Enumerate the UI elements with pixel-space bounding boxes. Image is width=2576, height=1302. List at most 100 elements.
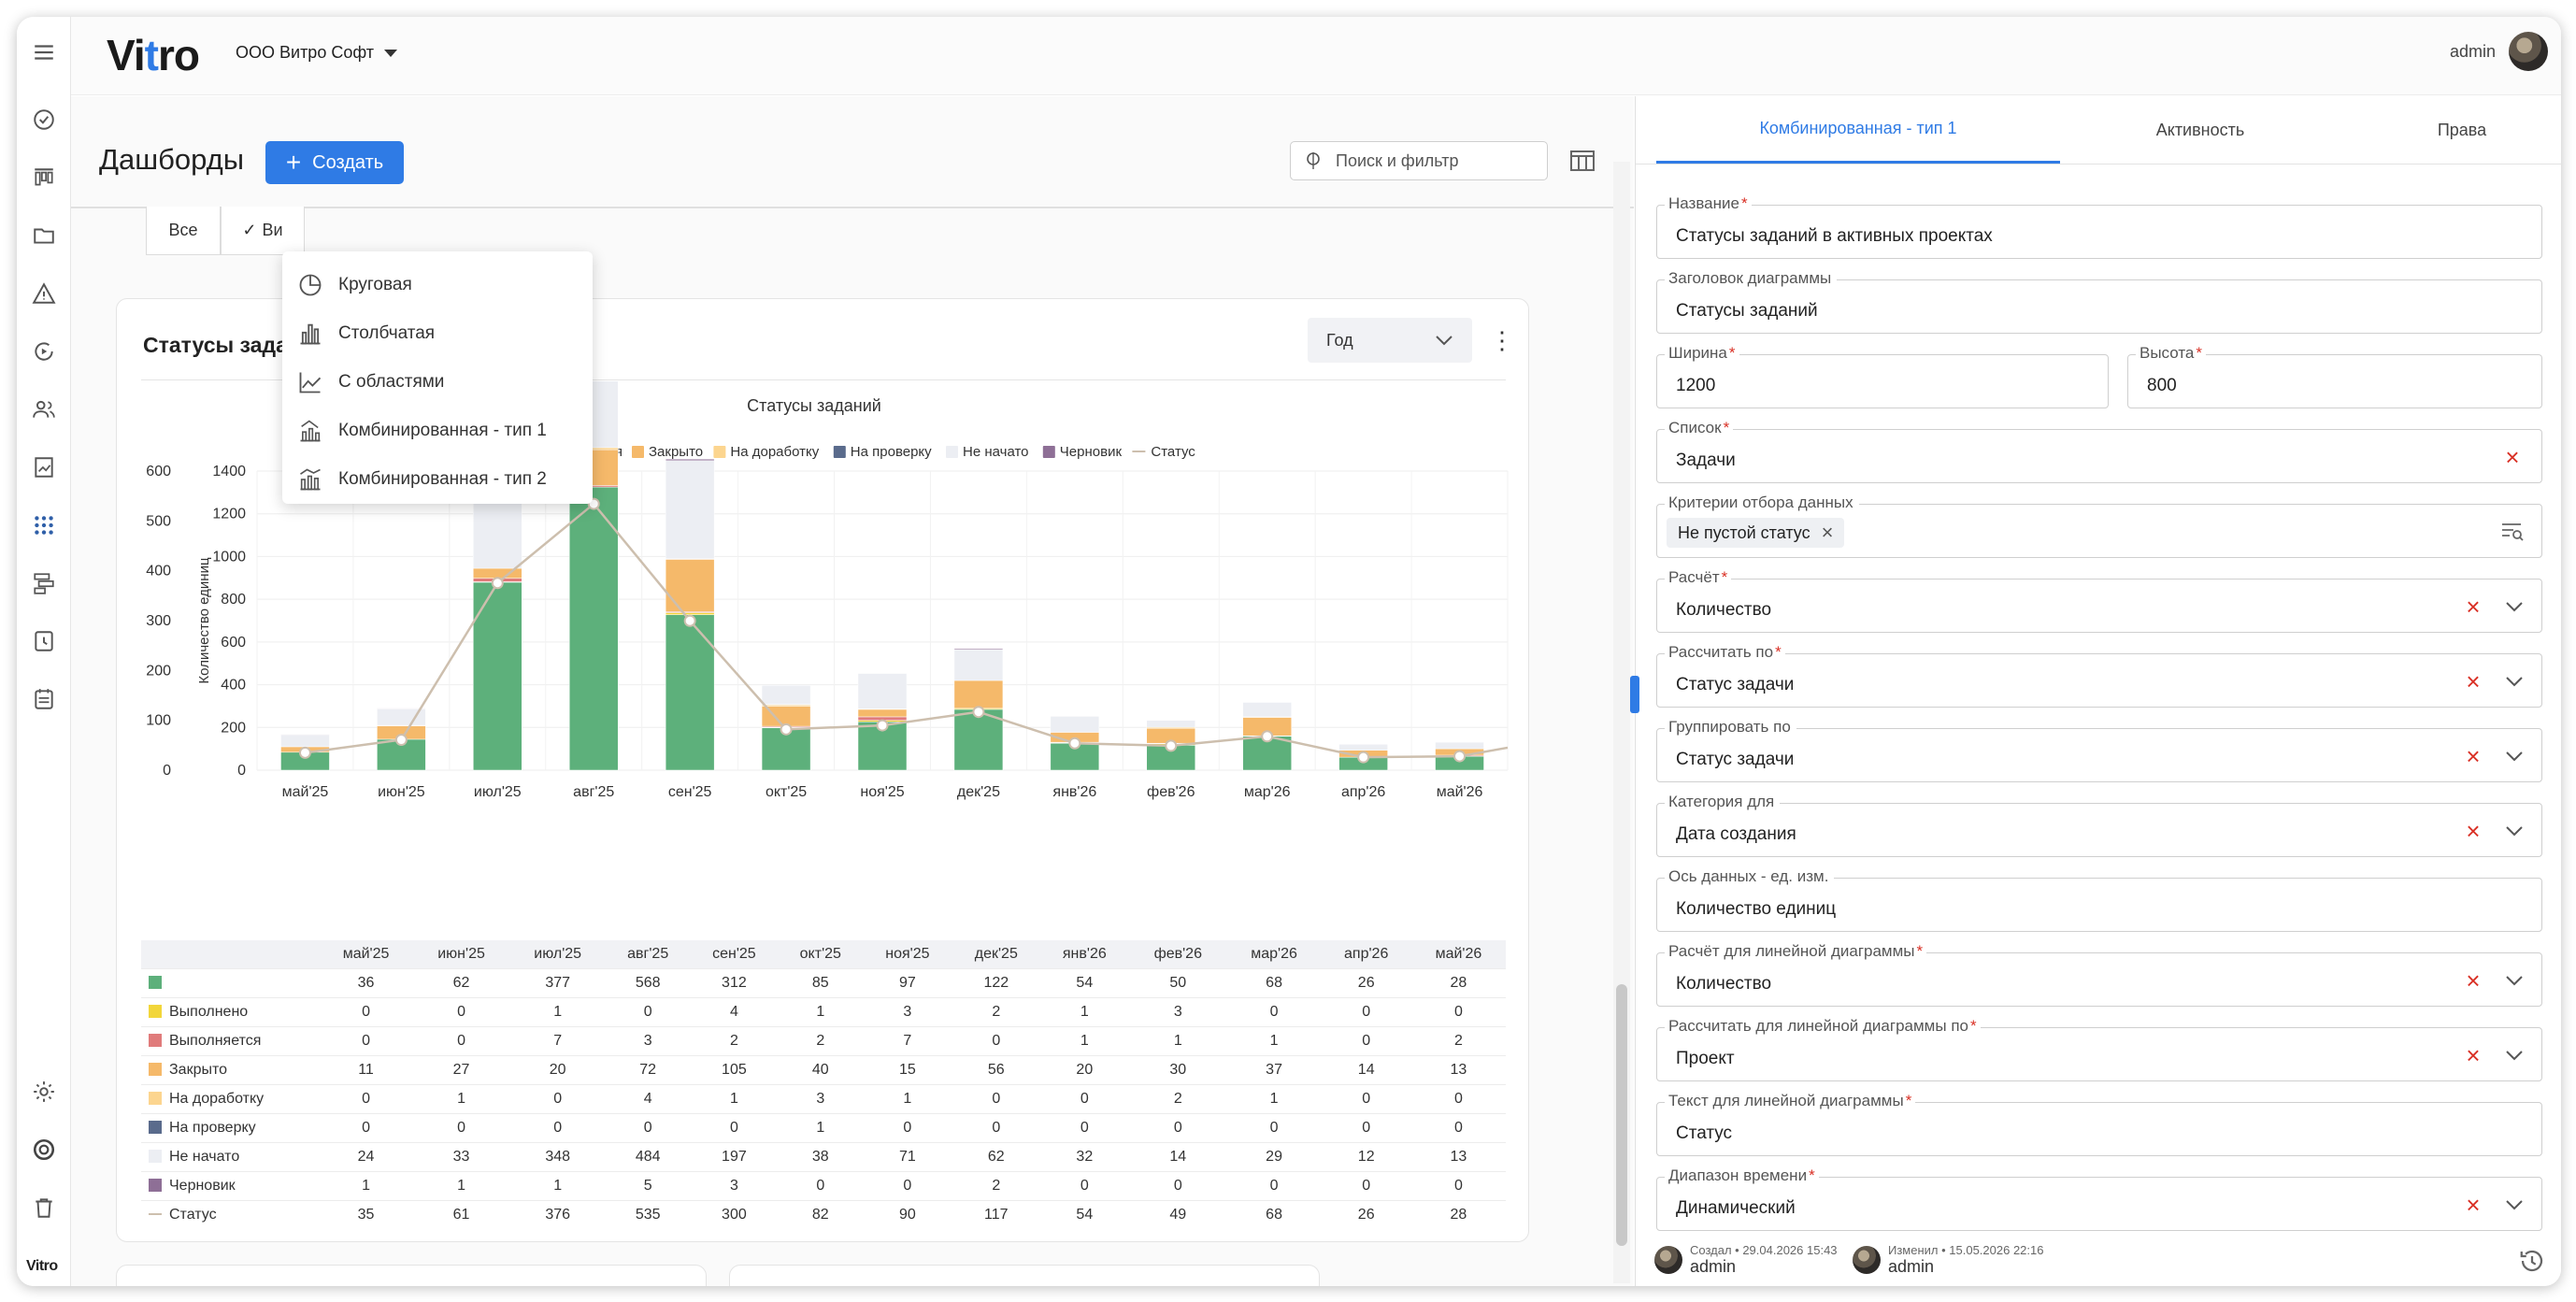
- menu-item-pie[interactable]: Круговая: [282, 261, 593, 309]
- users-icon[interactable]: [29, 394, 59, 424]
- warning-icon[interactable]: [29, 279, 59, 308]
- settings-icon[interactable]: [29, 1077, 59, 1107]
- chevron-down-icon[interactable]: [2504, 671, 2525, 692]
- chevron-down-icon[interactable]: [2504, 1195, 2525, 1215]
- time-range-field[interactable]: Диапазон времени * Динамический ×: [1656, 1166, 2542, 1231]
- trash-icon[interactable]: [29, 1193, 59, 1223]
- filter-list-icon[interactable]: [2500, 520, 2525, 542]
- support-icon[interactable]: [29, 1135, 59, 1165]
- clear-icon[interactable]: ×: [2466, 742, 2481, 770]
- table-row-label: Выполнено: [141, 996, 319, 1026]
- tab-selected[interactable]: ✓ Ви: [221, 207, 305, 255]
- table-row: Выполняется 0 0 7 3 2 2 7 0 1 1 1 0 2: [141, 1025, 1506, 1055]
- chip-close-icon[interactable]: ×: [1821, 521, 1834, 544]
- table-cell: 0: [509, 1112, 607, 1142]
- workflow-icon[interactable]: [29, 568, 59, 598]
- clear-icon[interactable]: ×: [2466, 1041, 2481, 1069]
- chevron-down-icon[interactable]: [2504, 821, 2525, 841]
- tab-combo-type-1[interactable]: Комбинированная - тип 1: [1656, 96, 2060, 164]
- field-label: Категория для: [1665, 793, 1781, 811]
- group-by-field[interactable]: Группировать по Статус задачи ×: [1656, 718, 2542, 782]
- calculation-field[interactable]: Расчёт * Количество ×: [1656, 568, 2542, 633]
- line-point: [1453, 750, 1467, 763]
- calendar-list-icon[interactable]: [29, 684, 59, 714]
- line-text-field[interactable]: Текст для линейной диаграммы * Статус: [1656, 1092, 2542, 1156]
- scroll-thumb[interactable]: [1616, 984, 1627, 1246]
- filter-criteria-field[interactable]: Критерии отбора данных Не пустой статус …: [1656, 494, 2542, 558]
- series-name: На проверку: [169, 1119, 256, 1136]
- report-icon[interactable]: [29, 452, 59, 482]
- menu-item-combo-1[interactable]: Комбинированная - тип 1: [282, 407, 593, 455]
- menu-item-combo-2[interactable]: Комбинированная - тип 2: [282, 455, 593, 504]
- field-value: Статус: [1676, 1123, 1733, 1143]
- table-cell: 0: [690, 1112, 779, 1142]
- side-brand: Vitro: [26, 1258, 58, 1274]
- chevron-down-icon[interactable]: [2504, 970, 2525, 991]
- menu-item-area[interactable]: С областями: [282, 358, 593, 407]
- x-tick-label: фев'26: [1147, 784, 1195, 800]
- width-field[interactable]: Ширина * 1200: [1656, 344, 2109, 408]
- table-cell: 117: [952, 1199, 1040, 1229]
- bar-chart-icon: [300, 323, 321, 345]
- field-label: Название *: [1665, 194, 1752, 213]
- field-value: 1200: [1676, 376, 1716, 395]
- name-field[interactable]: Название * Статусы заданий в активных про…: [1656, 194, 2542, 259]
- clear-icon[interactable]: ×: [2466, 817, 2481, 845]
- clock-icon[interactable]: [29, 626, 59, 656]
- check-circle-icon[interactable]: [29, 105, 59, 135]
- series-swatch: [149, 1033, 162, 1047]
- calculate-by-field[interactable]: Рассчитать по * Статус задачи ×: [1656, 643, 2542, 708]
- menu-item-bar[interactable]: Столбчатая: [282, 309, 593, 358]
- category-field[interactable]: Категория для Дата создания ×: [1656, 793, 2542, 857]
- y-tick-label: 0: [237, 763, 246, 779]
- apps-grid-icon[interactable]: [29, 510, 59, 540]
- chevron-down-icon[interactable]: [2504, 596, 2525, 617]
- period-select[interactable]: Год: [1308, 318, 1472, 363]
- line-point: [491, 577, 504, 590]
- panel-resize-handle[interactable]: [1630, 676, 1639, 713]
- line-calculation-field[interactable]: Расчёт для линейной диаграммы * Количеств…: [1656, 942, 2542, 1007]
- user-menu[interactable]: admin: [2450, 32, 2548, 71]
- columns-icon[interactable]: [1567, 145, 1598, 177]
- axis-unit-field[interactable]: Ось данных - ед. изм. Количество единиц: [1656, 867, 2542, 932]
- chart-title-field[interactable]: Заголовок диаграммы Статусы заданий: [1656, 269, 2542, 334]
- create-button[interactable]: + Создать: [265, 141, 404, 184]
- play-cycle-icon[interactable]: [29, 336, 59, 366]
- list-field[interactable]: Список * Задачи ×: [1656, 419, 2542, 483]
- table-header-cell: сен'25: [690, 940, 779, 968]
- folder-icon[interactable]: [29, 221, 59, 250]
- organization-selector[interactable]: ООО Витро Софт: [236, 43, 398, 63]
- history-icon[interactable]: [2518, 1247, 2546, 1275]
- tab-activity[interactable]: Активность: [2155, 120, 2245, 139]
- clear-icon[interactable]: ×: [2505, 443, 2520, 471]
- tab-all[interactable]: Все: [146, 207, 221, 255]
- table-cell: 61: [413, 1199, 510, 1229]
- app-logo[interactable]: Vitro: [107, 31, 200, 79]
- tab-permissions[interactable]: Права: [2437, 120, 2487, 139]
- line-calculate-by-field[interactable]: Рассчитать для линейной диаграммы по * Пр…: [1656, 1017, 2542, 1081]
- bar-segment: [1146, 720, 1196, 728]
- height-field[interactable]: Высота * 800: [2127, 344, 2542, 408]
- menu-item-label: Столбчатая: [338, 323, 436, 343]
- chevron-down-icon[interactable]: [2504, 746, 2525, 766]
- field-label: Список *: [1665, 419, 1734, 437]
- y-tick-label: 1200: [212, 507, 246, 522]
- filter-chip[interactable]: Не пустой статус ×: [1667, 518, 1845, 548]
- clear-icon[interactable]: ×: [2466, 667, 2481, 695]
- kanban-icon[interactable]: [29, 163, 59, 193]
- clear-icon[interactable]: ×: [2466, 1191, 2481, 1219]
- series-swatch: [149, 1178, 162, 1192]
- legend-label: Закрыто: [649, 444, 703, 460]
- field-label: Критерии отбора данных: [1665, 494, 1859, 512]
- clear-icon[interactable]: ×: [2466, 593, 2481, 621]
- main-scrollbar[interactable]: [1613, 162, 1630, 1283]
- field-value: Проект: [1676, 1049, 1735, 1068]
- table-cell: 2: [952, 1170, 1040, 1200]
- more-menu-icon[interactable]: ⋮: [1490, 325, 1514, 354]
- bar-segment: [473, 581, 522, 771]
- period-value: Год: [1326, 330, 1353, 350]
- search-input[interactable]: Поиск и фильтр: [1290, 141, 1548, 180]
- menu-icon[interactable]: [29, 37, 59, 67]
- chevron-down-icon[interactable]: [2504, 1045, 2525, 1066]
- clear-icon[interactable]: ×: [2466, 966, 2481, 994]
